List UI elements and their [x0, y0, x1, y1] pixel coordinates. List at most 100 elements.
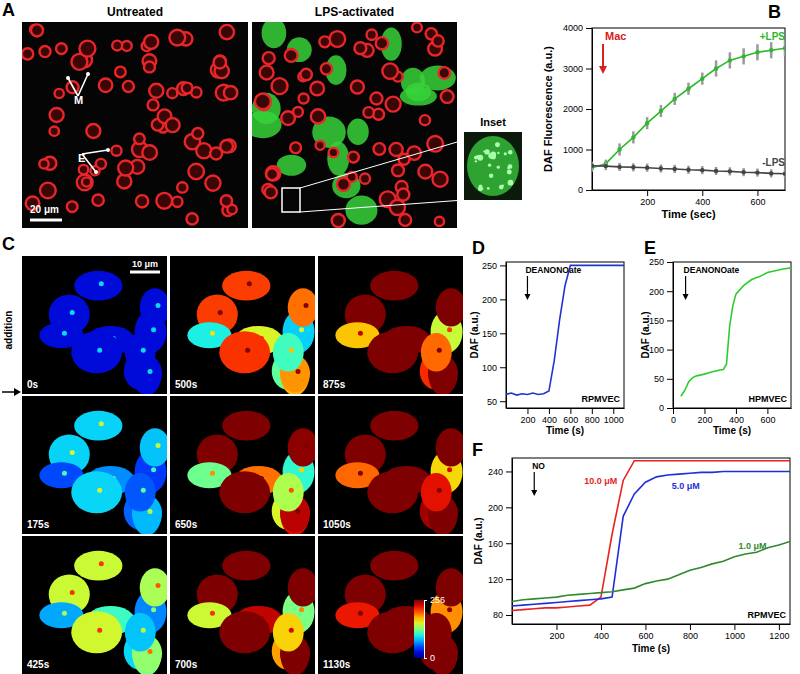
series-point [617, 147, 621, 151]
series-label: -LPS [762, 157, 785, 168]
x-tick-mark [601, 624, 602, 630]
cell-spot [358, 331, 363, 336]
series-point [686, 87, 690, 91]
y-tick-mark [586, 28, 592, 29]
cell-spot [141, 488, 146, 493]
x-tick-mark [673, 408, 674, 414]
red-cell [285, 49, 298, 62]
red-cell [118, 161, 133, 176]
error-bar [756, 169, 759, 177]
y-tick-label: 3000 [563, 64, 583, 74]
cell-spot [97, 348, 102, 353]
x-tick-mark [702, 190, 703, 196]
micrograph [22, 22, 248, 228]
scale-bar-label: 10 μm [132, 259, 158, 269]
cell [219, 471, 270, 513]
red-cell [188, 164, 204, 180]
cell-spot [99, 281, 104, 286]
cell-spot [210, 331, 215, 336]
x-tick-mark [704, 408, 705, 414]
red-cell [112, 41, 122, 51]
cell-spot [148, 509, 153, 514]
x-tick-label: 0 [671, 415, 676, 425]
series-label: 1.0 μM [738, 541, 766, 551]
cell [436, 288, 463, 326]
cell-spot [289, 348, 294, 353]
annotation: RPMVEC [747, 610, 786, 620]
cell-spot [296, 649, 301, 654]
y-tick-mark [506, 507, 512, 508]
y-tick-mark [506, 543, 512, 544]
series-point [769, 48, 773, 52]
timelapse-frame [318, 536, 463, 674]
x-tick-label: 1000 [725, 631, 745, 641]
cell [125, 613, 156, 652]
red-cell [221, 195, 232, 206]
y-tick-label: 120 [488, 575, 503, 585]
red-cell [281, 111, 295, 125]
series-point [673, 167, 677, 171]
x-axis: 0 200 400 600 [671, 408, 792, 425]
colorbar-tick-mark [424, 658, 427, 659]
error-bar [660, 105, 663, 117]
y-tick: 2000 [563, 104, 592, 114]
x-tick-mark [736, 408, 737, 414]
y-tick-mark [667, 291, 673, 292]
x-tick-label: 400 [729, 415, 744, 425]
cell-spot [141, 348, 146, 353]
cell-spot [299, 327, 304, 332]
inset-title: Inset [480, 116, 506, 128]
x-tick: 200 [549, 624, 564, 641]
y-tick-mark [506, 471, 512, 472]
cell [273, 613, 304, 652]
plot-area [592, 40, 785, 178]
red-cell [399, 214, 411, 226]
x-axis-title: Time (s) [632, 643, 670, 654]
panel-label: D [472, 238, 485, 258]
series-point [631, 135, 635, 139]
series-line [512, 461, 790, 611]
annotation-arrow [527, 276, 528, 296]
red-cell [382, 63, 397, 78]
y-axis: 01000200030004000 [563, 23, 593, 195]
x-axis: 200400600 [593, 190, 786, 207]
red-cell [420, 115, 430, 125]
y-tick: 1000 [563, 145, 592, 155]
error-bar [770, 169, 773, 177]
timelapse-frame [318, 256, 463, 394]
y-tick-label: 250 [482, 261, 497, 271]
red-cell [142, 145, 157, 160]
x-axis-title: Time (s) [713, 425, 751, 436]
image-background [22, 22, 248, 228]
red-cell [144, 61, 155, 72]
cell-spot [62, 471, 67, 476]
cell-spot [444, 649, 449, 654]
y-tick-mark [667, 408, 673, 409]
cell-spot [393, 628, 398, 633]
y-tick-label: 100 [482, 363, 497, 373]
y-tick-mark [667, 350, 673, 351]
error-bar [632, 131, 635, 143]
cell [71, 471, 122, 513]
red-cell [220, 25, 234, 39]
y-tick-mark [586, 150, 592, 151]
x-tick-mark [779, 624, 780, 630]
red-cell [77, 174, 93, 190]
series-point [769, 171, 773, 175]
x-tick-label: 200 [520, 415, 535, 425]
cell-spot [99, 561, 104, 566]
y-axis-title: DAF (a.u.) [640, 311, 651, 358]
cell-spot [437, 488, 442, 493]
error-bar [784, 170, 785, 178]
x-tick: 400 [695, 190, 710, 207]
y-tick-mark [586, 190, 592, 191]
y-tick: 160 [488, 539, 512, 549]
x-tick-label: 600 [750, 197, 765, 207]
red-cell [50, 126, 59, 135]
red-cell [330, 31, 346, 47]
red-cell [412, 23, 422, 33]
x-tick-label: 200 [697, 415, 712, 425]
red-cell [311, 109, 325, 123]
plot-area [506, 265, 624, 395]
x-tick-label: 600 [760, 415, 775, 425]
